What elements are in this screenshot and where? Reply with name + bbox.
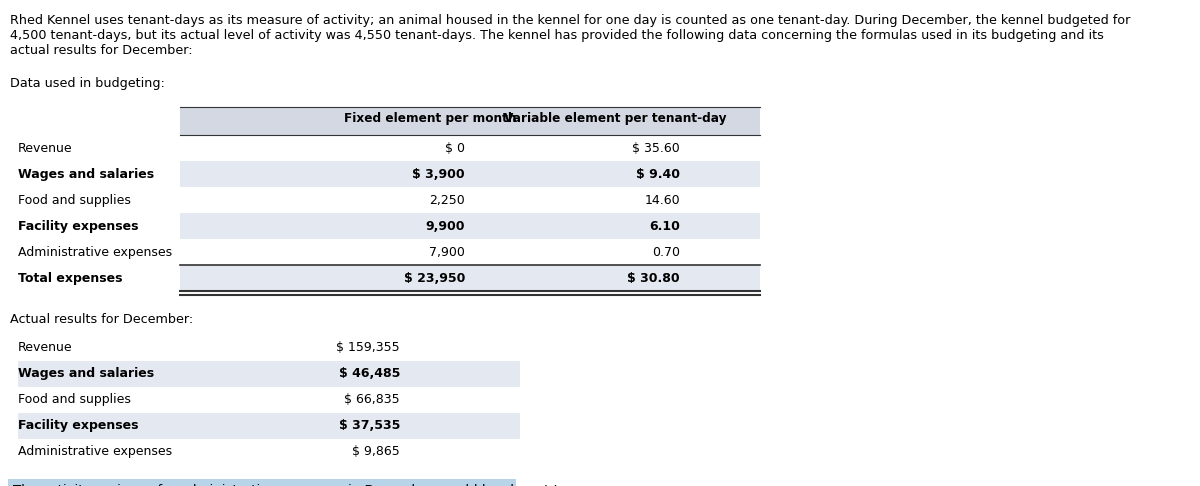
Text: 0.70: 0.70: [652, 245, 680, 259]
Text: $ 9.40: $ 9.40: [636, 168, 680, 180]
Text: $ 46,485: $ 46,485: [338, 367, 400, 380]
Text: 9,900: 9,900: [426, 220, 466, 232]
Text: Facility expenses: Facility expenses: [18, 419, 138, 432]
Text: Rhed Kennel uses tenant-days as its measure of activity; an animal housed in the: Rhed Kennel uses tenant-days as its meas…: [10, 14, 1130, 27]
Bar: [180, 265, 760, 291]
Bar: [18, 413, 520, 438]
Text: 14.60: 14.60: [644, 193, 680, 207]
Bar: [180, 107, 760, 135]
Text: $ 37,535: $ 37,535: [338, 419, 400, 432]
Text: 2,250: 2,250: [430, 193, 466, 207]
Text: Data used in budgeting:: Data used in budgeting:: [10, 77, 164, 90]
Text: 4,500 tenant-days, but its actual level of activity was 4,550 tenant-days. The k: 4,500 tenant-days, but its actual level …: [10, 29, 1104, 42]
Text: Facility expenses: Facility expenses: [18, 220, 138, 232]
Bar: [18, 361, 520, 386]
Text: Wages and salaries: Wages and salaries: [18, 168, 154, 180]
Text: 7,900: 7,900: [430, 245, 466, 259]
Text: Variable element per tenant-day: Variable element per tenant-day: [504, 112, 726, 125]
Text: $ 3,900: $ 3,900: [413, 168, 466, 180]
Text: $ 9,865: $ 9,865: [353, 445, 400, 458]
Text: Actual results for December:: Actual results for December:: [10, 312, 193, 326]
Text: $ 35.60: $ 35.60: [632, 141, 680, 155]
Text: $ 23,950: $ 23,950: [403, 272, 466, 284]
Text: Total expenses: Total expenses: [18, 272, 122, 284]
Text: $ 0: $ 0: [445, 141, 466, 155]
Text: actual results for December:: actual results for December:: [10, 44, 193, 57]
Text: $ 30.80: $ 30.80: [628, 272, 680, 284]
Text: Revenue: Revenue: [18, 341, 73, 354]
Text: Food and supplies: Food and supplies: [18, 393, 131, 406]
Text: Administrative expenses: Administrative expenses: [18, 245, 172, 259]
Bar: [8, 479, 516, 486]
Text: $ 66,835: $ 66,835: [344, 393, 400, 406]
Text: Revenue: Revenue: [18, 141, 73, 155]
Bar: [180, 161, 760, 187]
Text: Administrative expenses: Administrative expenses: [18, 445, 172, 458]
Text: Fixed element per month: Fixed element per month: [343, 112, 516, 125]
Text: The activity variance for administrative expenses in December would be closest t: The activity variance for administrative…: [13, 484, 571, 486]
Bar: [180, 213, 760, 239]
Text: 6.10: 6.10: [649, 220, 680, 232]
Text: Wages and salaries: Wages and salaries: [18, 367, 154, 380]
Text: Food and supplies: Food and supplies: [18, 193, 131, 207]
Text: $ 159,355: $ 159,355: [336, 341, 400, 354]
